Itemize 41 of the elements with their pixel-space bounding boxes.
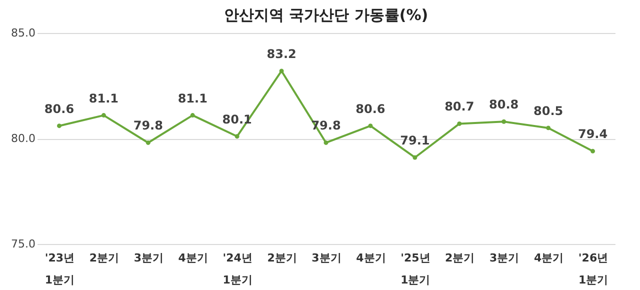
x-tick-label: 2분기 [89,252,120,264]
x-tick-label: '24년 1분기 [222,252,252,286]
data-label: 79.1 [400,133,430,148]
y-tick-label: 85.0 [11,26,36,40]
data-label: 80.5 [534,104,564,118]
x-tick-label: 2분기 [445,252,475,264]
point [146,140,150,145]
x-tick-label: '23년 1분기 [44,252,75,286]
point [502,119,506,124]
data-label: 79.8 [133,118,163,133]
y-tick-label: 80.0 [11,132,36,145]
x-tick-label: 3분기 [490,252,520,264]
data-label: 79.4 [578,127,608,142]
y-tick-label: 75.0 [11,238,36,250]
x-tick-label: 3분기 [134,252,164,264]
x-tick-label: 4분기 [534,252,564,264]
point [234,134,240,139]
point [101,113,106,118]
data-label: 80.6 [44,102,74,116]
data-label: 83.2 [266,46,296,61]
x-tick-label: 2분기 [267,252,297,264]
x-tick-label: 4분기 [178,252,208,264]
data-label: 81.1 [178,91,208,106]
data-label: 81.1 [88,91,118,106]
point [56,124,62,128]
chart-title: 안산지역 국가산단 가동률(%) [224,6,428,24]
data-label: 80.7 [444,100,474,114]
point [368,124,373,128]
point [190,113,195,118]
x-tick-label: '26년 1분기 [578,252,608,286]
point [457,122,462,126]
point [412,155,418,160]
point [546,126,551,130]
point [324,140,328,145]
x-tick-label: 4분기 [356,252,386,264]
x-tick-label: '25년 1분기 [400,252,430,286]
point [590,148,596,154]
data-label: 80.6 [356,102,386,116]
point [279,68,284,74]
data-label: 80.8 [489,98,519,112]
x-tick-label: 3분기 [312,252,342,264]
